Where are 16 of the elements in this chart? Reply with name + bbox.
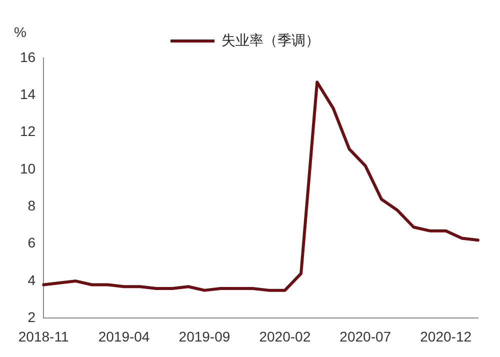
y-tick-label: 10 bbox=[20, 160, 36, 176]
x-tick-label: 2019-04 bbox=[98, 328, 150, 344]
y-tick-label: 2 bbox=[28, 309, 36, 326]
y-tick-label: 6 bbox=[28, 234, 36, 251]
x-tick-label: 2019-09 bbox=[178, 328, 230, 344]
x-tick-label: 2020-07 bbox=[340, 328, 392, 344]
x-tick-label: 2020-02 bbox=[259, 328, 311, 344]
y-tick-label: 14 bbox=[20, 86, 36, 102]
y-tick-label: 4 bbox=[28, 272, 36, 288]
y-tick-label: 12 bbox=[20, 123, 36, 140]
y-tick-label: 8 bbox=[28, 198, 36, 214]
y-tick-label: 16 bbox=[20, 48, 36, 65]
x-tick-label: 2020-12 bbox=[420, 328, 472, 344]
x-tick-label: 2018-11 bbox=[18, 328, 69, 344]
legend-label: 失业率（季调） bbox=[222, 32, 320, 48]
y-axis-title: % bbox=[14, 24, 26, 40]
